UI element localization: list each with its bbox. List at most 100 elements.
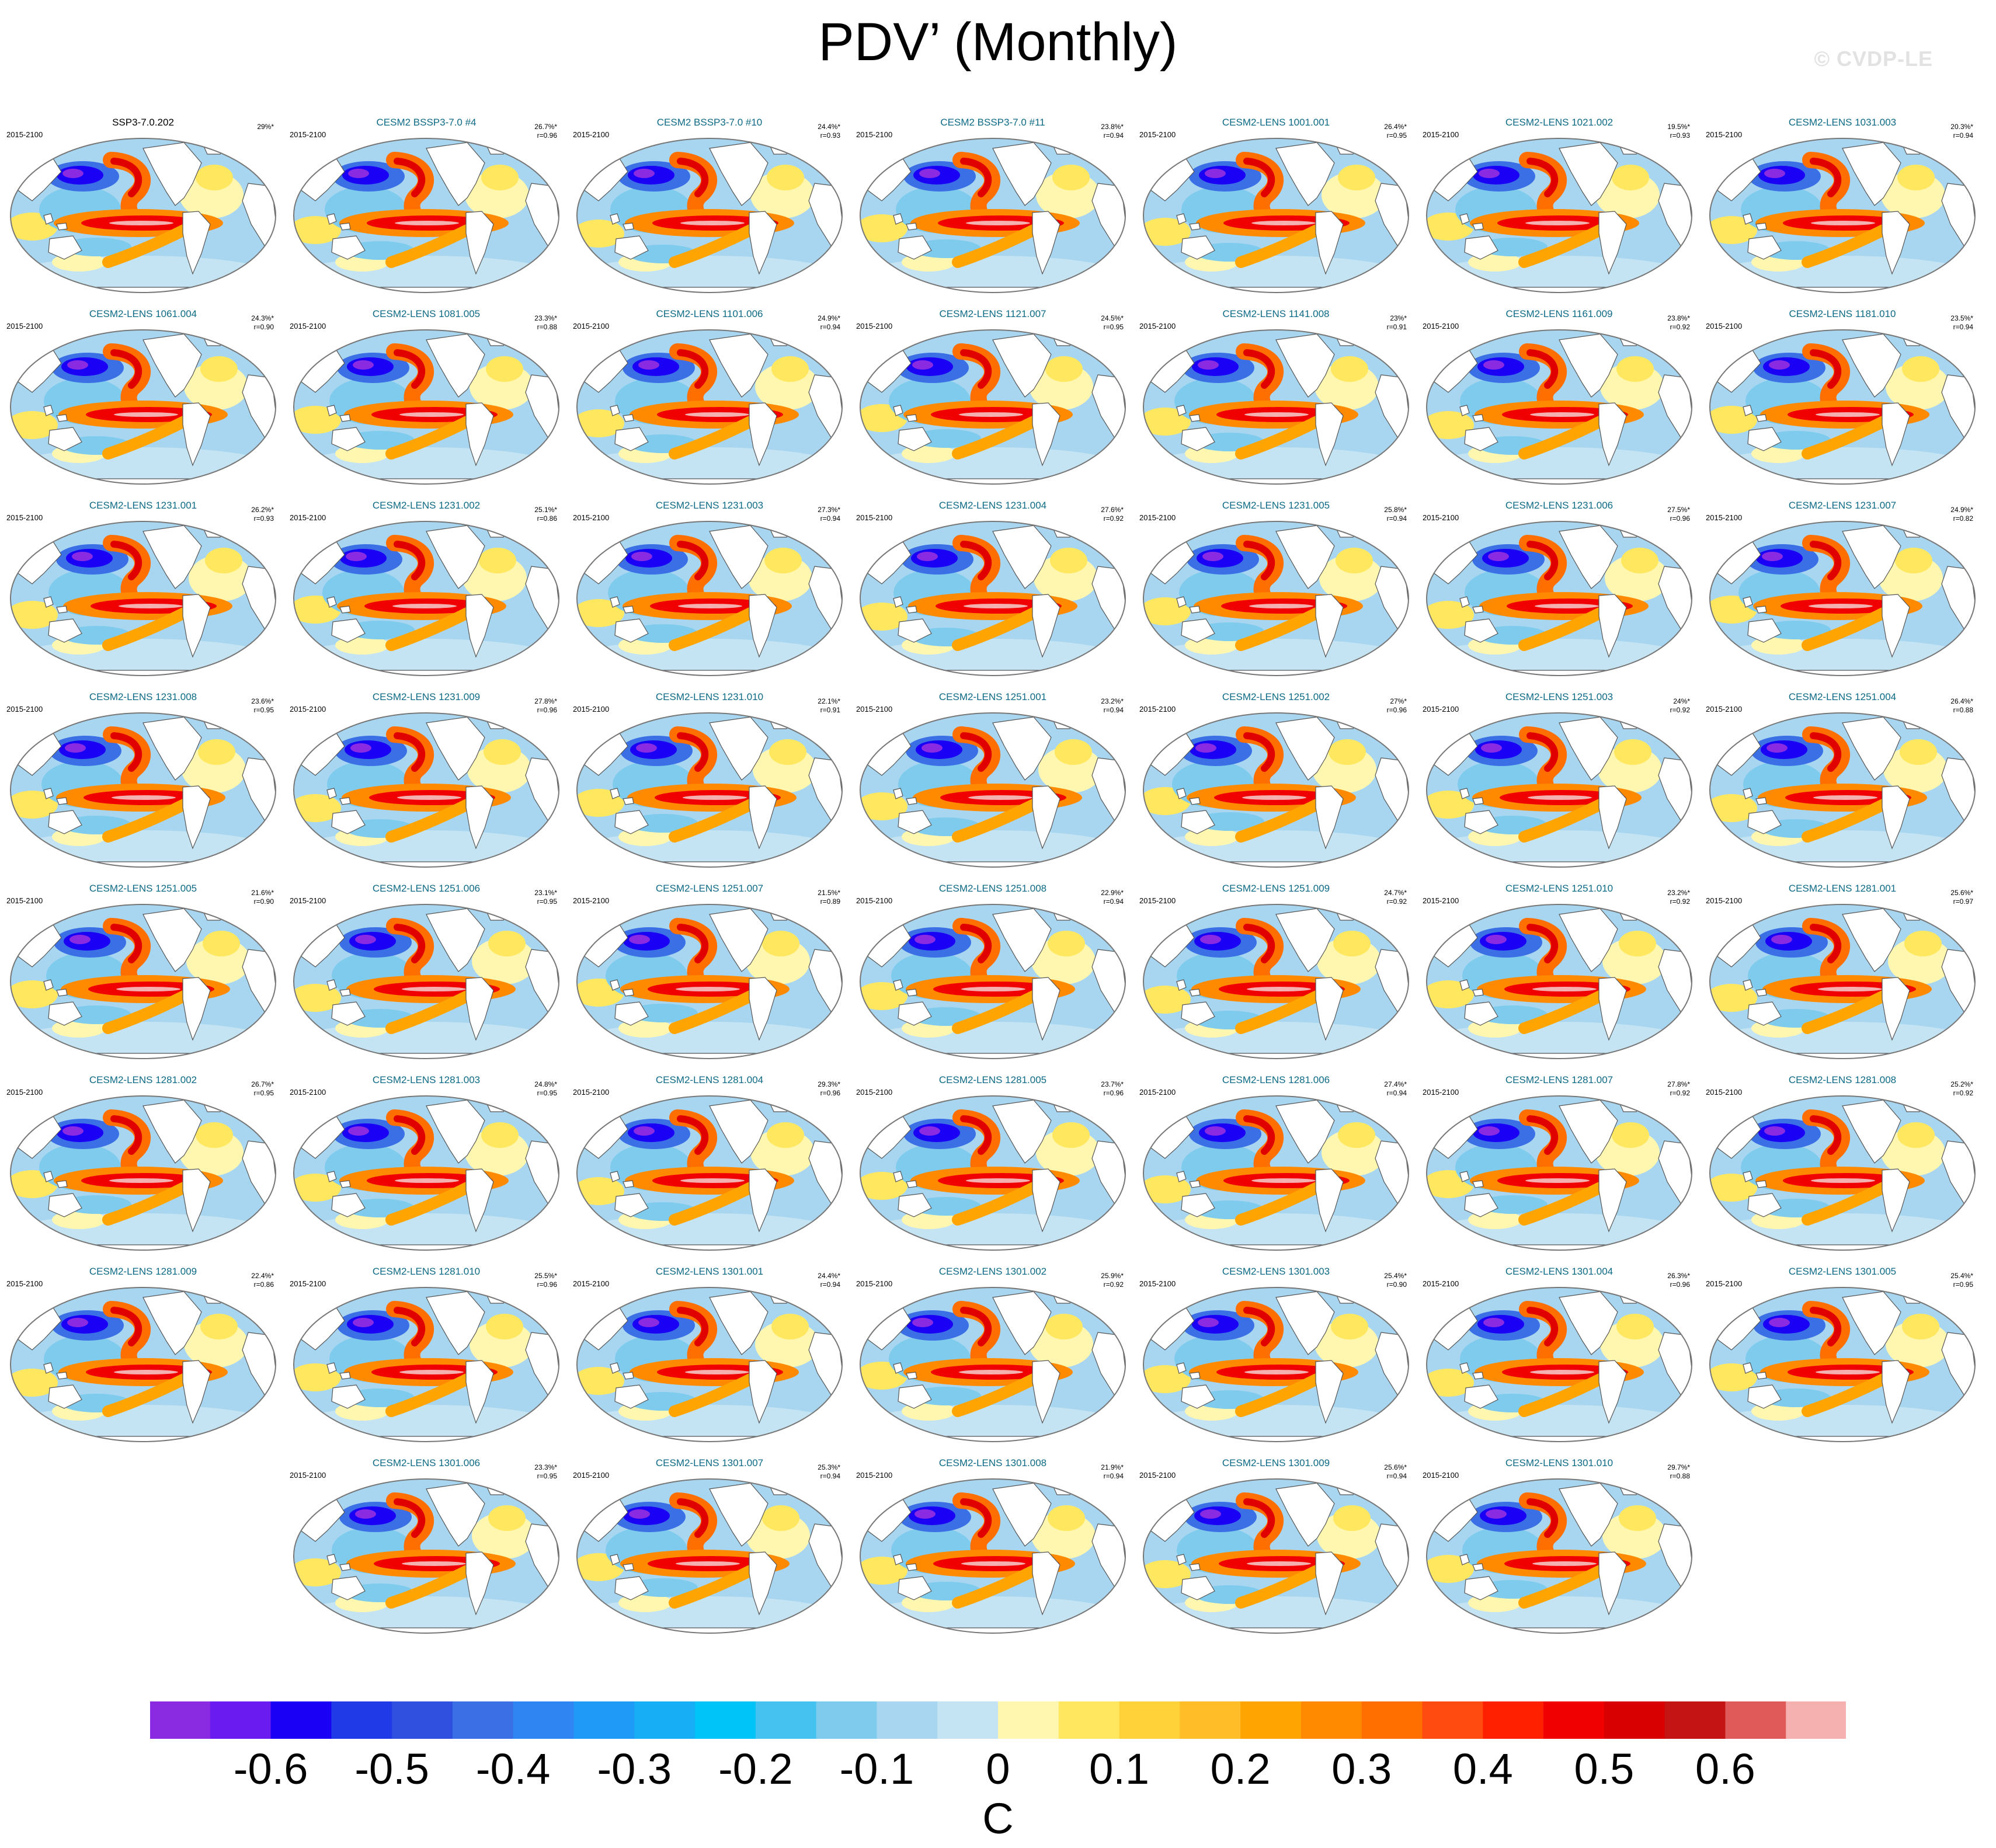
australia-land [1464, 427, 1498, 451]
panel-period: 2015-2100 [1423, 1088, 1459, 1097]
panel-pattern-correlation: r=0.96 [1103, 1089, 1124, 1097]
map-panel: CESM2-LENS 1281.002 2015-2100 26.7%* r=0.95 [3, 1074, 283, 1265]
panel-variance-pct: 26.7%* [251, 1080, 274, 1088]
panel-period: 2015-2100 [1139, 896, 1176, 905]
panel-pattern-correlation: r=0.92 [1953, 1089, 1973, 1097]
map-panel: CESM2-LENS 1031.003 2015-2100 20.3%* r=0.94 [1702, 117, 1983, 307]
antarctica-land [43, 861, 243, 867]
map-panel: CESM2-LENS 1251.010 2015-2100 23.2%* r=0.92 [1419, 883, 1699, 1073]
panel-period: 2015-2100 [573, 1279, 610, 1288]
panel-period: 2015-2100 [573, 513, 610, 522]
regression-map [1143, 1287, 1409, 1442]
regression-map [10, 1095, 276, 1251]
panel-pattern-correlation: r=0.95 [253, 1089, 274, 1097]
australia-land [48, 810, 82, 834]
panel-title: CESM2-LENS 1301.008 [938, 1457, 1047, 1468]
panel-title: CESM2-LENS 1281.009 [89, 1266, 197, 1277]
map-panel: CESM2-LENS 1231.005 2015-2100 25.8%* r=0.94 [1136, 500, 1416, 690]
south-america-land [1315, 785, 1344, 850]
north-america-land [142, 525, 202, 589]
panel-variance-pct: 25.3%* [818, 1463, 840, 1471]
south-america-land [1598, 1168, 1627, 1233]
regression-map [293, 329, 559, 485]
panel-variance-pct: 27.5%* [1667, 506, 1690, 514]
australia-land [1464, 810, 1498, 834]
north-america-land [142, 142, 202, 206]
panel-period: 2015-2100 [1423, 513, 1459, 522]
north-america-land [1559, 1482, 1618, 1547]
antarctica-land [43, 670, 243, 676]
antarctica-land [326, 1436, 526, 1442]
panel-title: CESM2-LENS 1301.002 [938, 1266, 1047, 1277]
australia-land [898, 1576, 932, 1600]
colorbar-bin [1664, 1701, 1726, 1739]
map-panel: CESM2-LENS 1251.004 2015-2100 26.4%* r=0.88 [1702, 691, 1983, 882]
north-america-land [1275, 716, 1335, 781]
south-america-land [465, 211, 494, 275]
colorbar-bin [1058, 1701, 1120, 1739]
north-america-land [1842, 1099, 1901, 1164]
panel-title: CESM2-LENS 1251.005 [89, 883, 197, 894]
panel-variance-pct: 23%* [1390, 314, 1407, 322]
map-panel: CESM2-LENS 1231.006 2015-2100 27.5%* r=0.96 [1419, 500, 1699, 690]
panel-variance-pct: 23.8%* [1667, 314, 1690, 322]
panel-period: 2015-2100 [856, 705, 893, 714]
panel-title: CESM2-LENS 1231.010 [655, 691, 764, 702]
map-panel: CESM2-LENS 1101.006 2015-2100 24.9%* r=0.94 [569, 308, 850, 499]
regression-map [576, 1478, 843, 1634]
map-panel: CESM2-LENS 1281.006 2015-2100 27.4%* r=0.94 [1136, 1074, 1416, 1265]
north-america-land [992, 525, 1052, 589]
panel-pattern-correlation: r=0.94 [820, 1472, 840, 1480]
panel-pattern-correlation: r=0.94 [1953, 131, 1973, 140]
panel-variance-pct: 24.4%* [818, 1272, 840, 1280]
panel-variance-pct: 29.3%* [818, 1080, 840, 1088]
regression-map [1709, 1287, 1976, 1442]
antarctica-land [43, 1244, 243, 1250]
panel-variance-pct: 21.9%* [1101, 1463, 1124, 1471]
panel-pattern-correlation: r=0.96 [820, 1089, 840, 1097]
panel-title: CESM2-LENS 1231.008 [89, 691, 197, 702]
panel-title: CESM2 BSSP3-7.0 #11 [940, 117, 1045, 128]
map-panel: CESM2-LENS 1301.006 2015-2100 23.3%* r=0.95 [286, 1457, 566, 1648]
colorbar-unit-label: C [982, 1794, 1014, 1843]
panel-variance-pct: 26.4%* [1950, 697, 1973, 705]
south-america-land [182, 977, 211, 1041]
australia-land [331, 427, 366, 451]
panel-variance-pct: 24.7%* [1384, 889, 1407, 897]
colorbar-bin [452, 1701, 514, 1739]
australia-land [1747, 618, 1782, 643]
panel-title: CESM2-LENS 1251.001 [938, 691, 1047, 702]
regression-map [293, 712, 559, 868]
colorbar-tick-label: 0.1 [1089, 1745, 1150, 1793]
antarctica-land [893, 478, 1093, 484]
map-panel: CESM2-LENS 1301.009 2015-2100 25.6%* r=0.94 [1136, 1457, 1416, 1648]
regression-map [860, 521, 1126, 676]
north-america-land [709, 908, 769, 972]
colorbar-bin [755, 1701, 817, 1739]
panel-variance-pct: 23.6%* [251, 697, 274, 705]
north-america-land [1275, 525, 1335, 589]
panel-variance-pct: 27%* [1390, 697, 1407, 705]
panel-period: 2015-2100 [1139, 130, 1176, 139]
antarctica-land [893, 1244, 1093, 1250]
map-panel: CESM2-LENS 1281.005 2015-2100 23.7%* r=0.96 [853, 1074, 1133, 1265]
map-panel: CESM2-LENS 1281.010 2015-2100 25.5%* r=0.96 [286, 1266, 566, 1456]
colorbar-tick-label: -0.4 [475, 1745, 551, 1793]
panel-period: 2015-2100 [1423, 1471, 1459, 1480]
panel-period: 2015-2100 [290, 1279, 326, 1288]
antarctica-land [1176, 861, 1376, 867]
north-america-land [1275, 333, 1335, 398]
panel-variance-pct: 25.6%* [1384, 1463, 1407, 1471]
map-panel: CESM2-LENS 1061.004 2015-2100 24.3%* r=0.90 [3, 308, 283, 499]
antarctica-land [43, 287, 243, 293]
panel-variance-pct: 26.3%* [1667, 1272, 1690, 1280]
panel-period: 2015-2100 [1706, 1279, 1743, 1288]
panel-title: CESM2-LENS 1231.002 [372, 500, 481, 511]
panel-variance-pct: 24.3%* [251, 314, 274, 322]
map-panel: CESM2-LENS 1301.003 2015-2100 25.4%* r=0.90 [1136, 1266, 1416, 1456]
map-panel: CESM2-LENS 1251.006 2015-2100 23.1%* r=0.95 [286, 883, 566, 1073]
panel-title: CESM2 BSSP3-7.0 #4 [376, 117, 477, 128]
antarctica-land [1743, 861, 1942, 867]
antarctica-land [1459, 478, 1659, 484]
south-america-land [1315, 977, 1344, 1041]
